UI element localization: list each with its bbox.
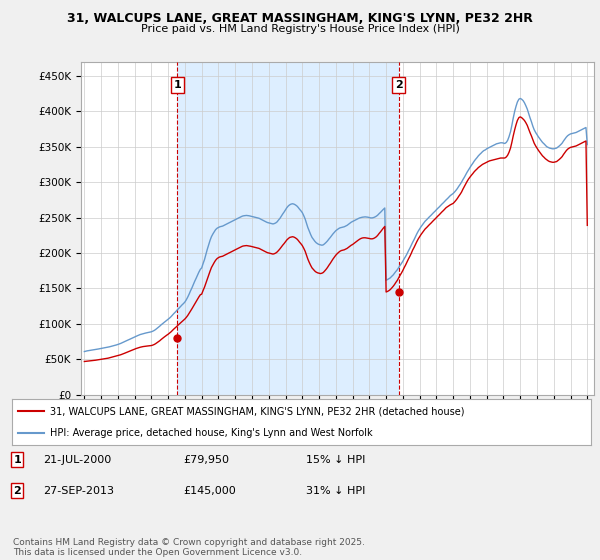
Text: 2: 2	[395, 80, 403, 90]
Text: Price paid vs. HM Land Registry's House Price Index (HPI): Price paid vs. HM Land Registry's House …	[140, 24, 460, 34]
Text: £79,950: £79,950	[183, 455, 229, 465]
Bar	[177, 62, 398, 395]
Text: 15% ↓ HPI: 15% ↓ HPI	[306, 455, 365, 465]
Text: Contains HM Land Registry data © Crown copyright and database right 2025.
This d: Contains HM Land Registry data © Crown c…	[13, 538, 365, 557]
Text: 2: 2	[13, 486, 21, 496]
Text: 31, WALCUPS LANE, GREAT MASSINGHAM, KING'S LYNN, PE32 2HR: 31, WALCUPS LANE, GREAT MASSINGHAM, KING…	[67, 12, 533, 25]
Text: 1: 1	[13, 455, 21, 465]
Text: 31, WALCUPS LANE, GREAT MASSINGHAM, KING'S LYNN, PE32 2HR (detached house): 31, WALCUPS LANE, GREAT MASSINGHAM, KING…	[50, 406, 464, 416]
Text: 1: 1	[173, 80, 181, 90]
Text: 27-SEP-2013: 27-SEP-2013	[43, 486, 114, 496]
Text: 21-JUL-2000: 21-JUL-2000	[43, 455, 112, 465]
Text: 31% ↓ HPI: 31% ↓ HPI	[306, 486, 365, 496]
Text: £145,000: £145,000	[183, 486, 236, 496]
Text: HPI: Average price, detached house, King's Lynn and West Norfolk: HPI: Average price, detached house, King…	[50, 428, 372, 438]
